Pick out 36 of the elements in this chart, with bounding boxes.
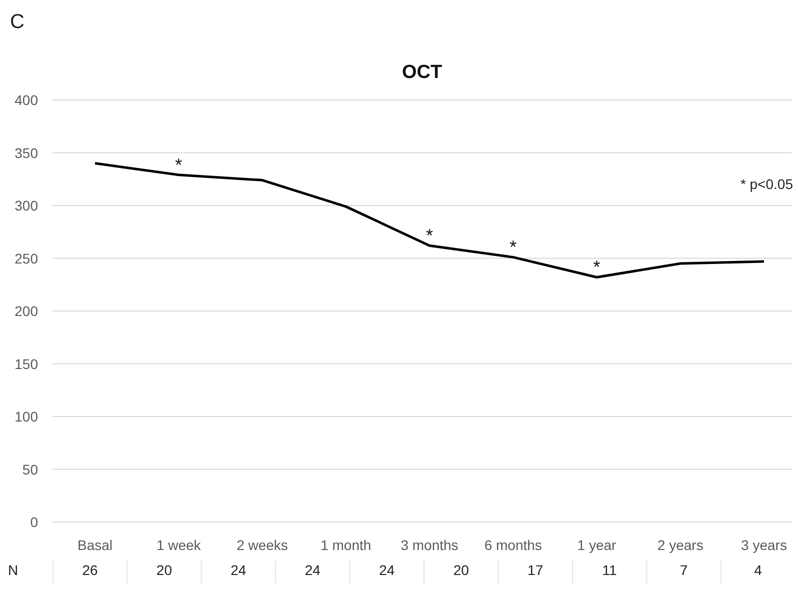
y-tick-label: 300: [14, 198, 38, 214]
text: N: [8, 562, 18, 578]
y-tick-label: 100: [14, 408, 38, 424]
x-tick-label: 2 years: [657, 537, 704, 553]
x-tick-label: 3 years: [741, 537, 787, 553]
x-tick-label: 1 month: [320, 537, 372, 553]
x-tick-label: 1 year: [577, 537, 617, 553]
chart-title: OCT: [402, 62, 442, 83]
annotation: *: [510, 237, 517, 258]
text: 24: [304, 562, 321, 578]
text: 24: [230, 562, 246, 578]
x-tick-label: 3 months: [400, 537, 458, 553]
x-tick-label: 1 week: [156, 537, 202, 553]
annotation: *: [426, 226, 434, 246]
text: 20: [156, 562, 172, 578]
annotation: * p<0.05: [740, 176, 794, 192]
text: 7: [680, 562, 688, 578]
text: 11: [602, 562, 618, 578]
x-tick-label: 6 months: [484, 537, 542, 553]
y-tick-label: 400: [14, 92, 38, 108]
text: 26: [82, 562, 98, 578]
text: 4: [754, 562, 762, 578]
y-tick-label: 350: [14, 144, 38, 161]
y-tick-label: 250: [14, 250, 38, 266]
x-tick-label: Basal: [77, 537, 113, 553]
y-tick-label: 150: [14, 356, 38, 372]
y-tick-label: 200: [14, 303, 38, 319]
annotation: *: [593, 257, 600, 278]
annotation: *: [175, 154, 182, 175]
text: C: [10, 11, 24, 33]
text: 20: [453, 562, 470, 578]
y-tick-label: 50: [22, 461, 38, 478]
text: 24: [379, 562, 395, 578]
y-tick-label: 0: [30, 514, 38, 530]
x-tick-label: 2 weeks: [236, 537, 288, 553]
text: 17: [528, 562, 544, 578]
